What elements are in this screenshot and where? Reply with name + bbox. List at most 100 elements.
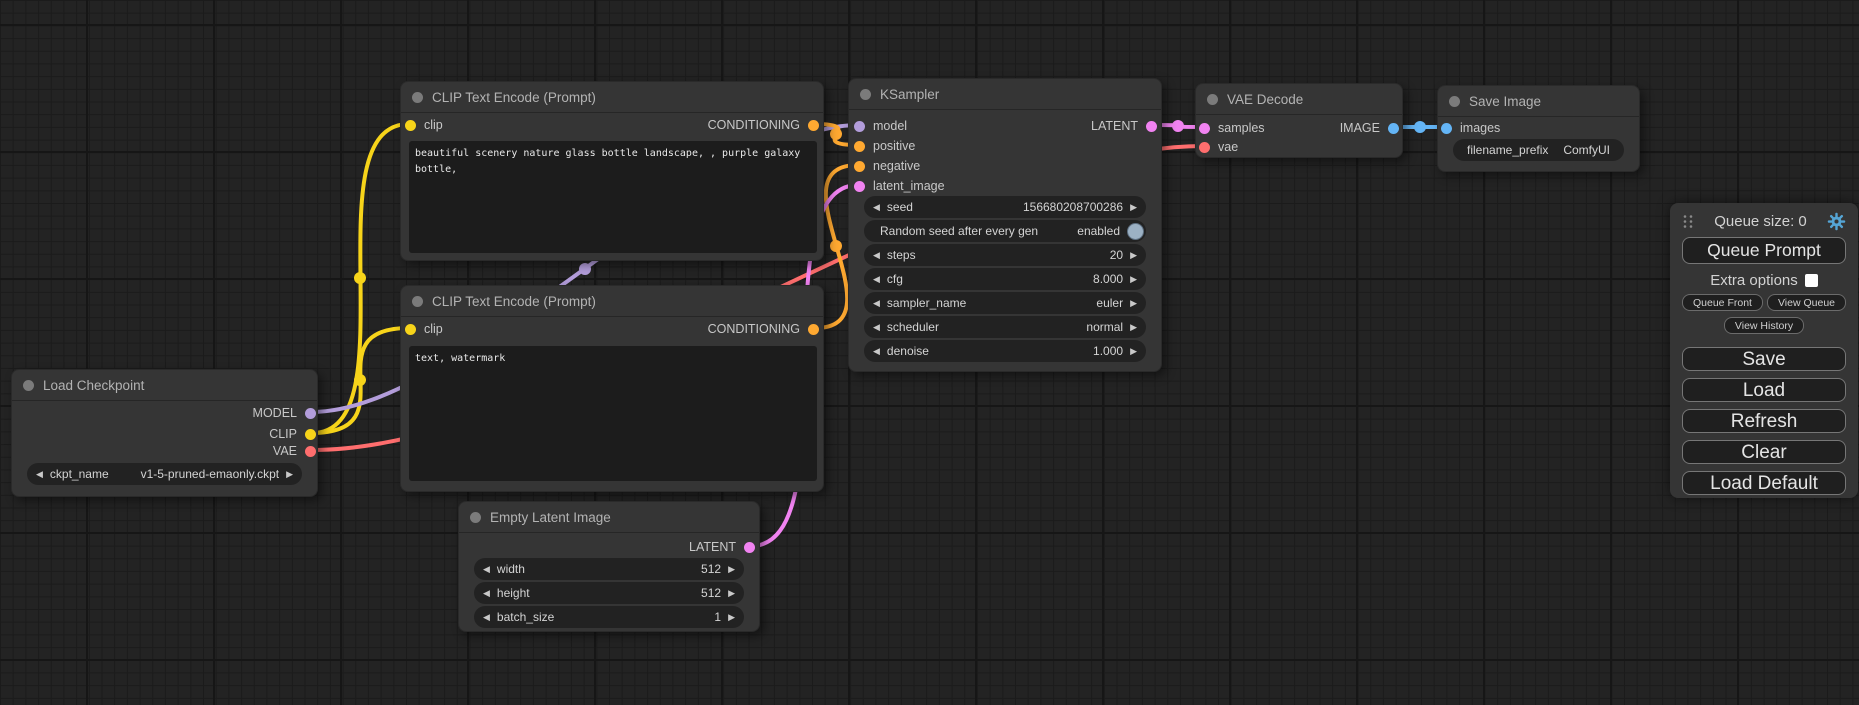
view-history-button[interactable]: View History bbox=[1723, 317, 1805, 334]
node-title-bar[interactable]: VAE Decode bbox=[1196, 84, 1402, 115]
load-default-button[interactable]: Load Default bbox=[1682, 471, 1846, 495]
combo-right-arrow-icon[interactable]: ▶ bbox=[286, 468, 293, 479]
output-slot-dot[interactable] bbox=[305, 428, 316, 440]
panel-drag-handle-icon[interactable] bbox=[1682, 214, 1694, 229]
input-port-vae[interactable]: vae bbox=[1199, 139, 1238, 155]
input-slot-dot[interactable] bbox=[854, 120, 865, 132]
combo-right-arrow-icon[interactable]: ▶ bbox=[728, 587, 735, 598]
widget-batch-size[interactable]: ◀ batch_size 1 ▶ bbox=[474, 606, 744, 628]
widget-random-seed-after-every-gen[interactable]: Random seed after every gen enabled bbox=[864, 220, 1146, 242]
combo-left-arrow-icon[interactable]: ◀ bbox=[483, 611, 490, 622]
output-port-MODEL[interactable]: MODEL bbox=[253, 405, 316, 421]
combo-right-arrow-icon[interactable]: ▶ bbox=[1130, 345, 1137, 356]
node-save-image[interactable]: Save Image images filename_prefix ComfyUI bbox=[1437, 85, 1640, 172]
input-slot-dot[interactable] bbox=[854, 140, 865, 152]
output-slot-dot[interactable] bbox=[1146, 120, 1157, 132]
output-port-CONDITIONING[interactable]: CONDITIONING bbox=[708, 117, 819, 133]
prompt-textarea[interactable]: text, watermark bbox=[409, 346, 817, 481]
combo-left-arrow-icon[interactable]: ◀ bbox=[873, 321, 880, 332]
combo-left-arrow-icon[interactable]: ◀ bbox=[873, 345, 880, 356]
widget-denoise[interactable]: ◀ denoise 1.000 ▶ bbox=[864, 340, 1146, 362]
node-load-checkpoint[interactable]: Load Checkpoint MODEL CLIP VAE ◀ ckpt_name v1-… bbox=[11, 369, 318, 497]
input-slot-dot[interactable] bbox=[1441, 122, 1452, 134]
node-empty-latent-image[interactable]: Empty Latent Image LATENT ◀ width 512 ▶ ◀ heigh… bbox=[458, 501, 760, 632]
input-slot-dot[interactable] bbox=[1199, 141, 1210, 153]
input-slot-dot[interactable] bbox=[1199, 122, 1210, 134]
node-ksampler[interactable]: KSampler model positive negative latent_imag… bbox=[848, 78, 1162, 372]
node-title-bar[interactable]: Empty Latent Image bbox=[459, 502, 759, 533]
input-port-samples[interactable]: samples bbox=[1199, 120, 1265, 136]
combo-right-arrow-icon[interactable]: ▶ bbox=[1130, 249, 1137, 260]
input-slot-dot[interactable] bbox=[405, 119, 416, 131]
collapse-dot-icon[interactable] bbox=[412, 295, 423, 307]
settings-gear-icon[interactable] bbox=[1827, 212, 1846, 231]
input-slot-dot[interactable] bbox=[854, 160, 865, 172]
combo-right-arrow-icon[interactable]: ▶ bbox=[728, 563, 735, 574]
view-queue-button[interactable]: View Queue bbox=[1766, 294, 1846, 311]
widget-ckpt-name[interactable]: ◀ ckpt_name v1-5-pruned-emaonly.ckpt ▶ bbox=[27, 463, 302, 485]
refresh-button[interactable]: Refresh bbox=[1682, 409, 1846, 433]
combo-right-arrow-icon[interactable]: ▶ bbox=[1130, 297, 1137, 308]
collapse-dot-icon[interactable] bbox=[412, 91, 423, 103]
load-button[interactable]: Load bbox=[1682, 378, 1846, 402]
combo-right-arrow-icon[interactable]: ▶ bbox=[1130, 273, 1137, 284]
combo-right-arrow-icon[interactable]: ▶ bbox=[1130, 201, 1137, 212]
widget-steps[interactable]: ◀ steps 20 ▶ bbox=[864, 244, 1146, 266]
combo-left-arrow-icon[interactable]: ◀ bbox=[873, 201, 880, 212]
output-slot-dot[interactable] bbox=[744, 541, 755, 553]
collapse-dot-icon[interactable] bbox=[1449, 95, 1460, 107]
queue-front-button[interactable]: Queue Front bbox=[1682, 294, 1763, 311]
node-clip-text-encode-positive[interactable]: CLIP Text Encode (Prompt) clip CONDITIONIN… bbox=[400, 81, 824, 261]
collapse-dot-icon[interactable] bbox=[1207, 93, 1218, 105]
prompt-textarea[interactable]: beautiful scenery nature glass bottle la… bbox=[409, 141, 817, 253]
node-title-bar[interactable]: KSampler bbox=[849, 79, 1161, 110]
input-port-clip[interactable]: clip bbox=[405, 117, 443, 133]
output-slot-dot[interactable] bbox=[808, 323, 819, 335]
widget-cfg[interactable]: ◀ cfg 8.000 ▶ bbox=[864, 268, 1146, 290]
output-port-VAE[interactable]: VAE bbox=[273, 443, 316, 459]
combo-right-arrow-icon[interactable]: ▶ bbox=[1130, 321, 1137, 332]
combo-left-arrow-icon[interactable]: ◀ bbox=[483, 563, 490, 574]
node-title-bar[interactable]: CLIP Text Encode (Prompt) bbox=[401, 286, 823, 317]
output-port-LATENT[interactable]: LATENT bbox=[1091, 118, 1157, 134]
output-port-CLIP[interactable]: CLIP bbox=[269, 426, 316, 442]
collapse-dot-icon[interactable] bbox=[860, 88, 871, 100]
extra-options-checkbox[interactable] bbox=[1804, 273, 1818, 287]
output-port-IMAGE[interactable]: IMAGE bbox=[1340, 120, 1399, 136]
combo-left-arrow-icon[interactable]: ◀ bbox=[483, 587, 490, 598]
input-slot-dot[interactable] bbox=[405, 323, 416, 335]
output-slot-dot[interactable] bbox=[305, 407, 316, 419]
clear-button[interactable]: Clear bbox=[1682, 440, 1846, 464]
combo-left-arrow-icon[interactable]: ◀ bbox=[873, 273, 880, 284]
widget-seed[interactable]: ◀ seed 156680208700286 ▶ bbox=[864, 196, 1146, 218]
input-port-images[interactable]: images bbox=[1441, 120, 1500, 136]
widget-scheduler[interactable]: ◀ scheduler normal ▶ bbox=[864, 316, 1146, 338]
combo-left-arrow-icon[interactable]: ◀ bbox=[36, 468, 43, 479]
output-port-CONDITIONING[interactable]: CONDITIONING bbox=[708, 321, 819, 337]
collapse-dot-icon[interactable] bbox=[470, 511, 481, 523]
node-vae-decode[interactable]: VAE Decode samples vae IMAGE bbox=[1195, 83, 1403, 158]
output-slot-dot[interactable] bbox=[808, 119, 819, 131]
output-port-LATENT[interactable]: LATENT bbox=[689, 539, 755, 555]
queue-prompt-button[interactable]: Queue Prompt bbox=[1682, 237, 1846, 264]
node-title-bar[interactable]: CLIP Text Encode (Prompt) bbox=[401, 82, 823, 113]
combo-right-arrow-icon[interactable]: ▶ bbox=[728, 611, 735, 622]
node-title-bar[interactable]: Save Image bbox=[1438, 86, 1639, 117]
toggle-knob-icon[interactable] bbox=[1127, 222, 1144, 240]
widget-width[interactable]: ◀ width 512 ▶ bbox=[474, 558, 744, 580]
node-title-bar[interactable]: Load Checkpoint bbox=[12, 370, 317, 401]
widget-filename-prefix[interactable]: filename_prefix ComfyUI bbox=[1453, 139, 1624, 161]
node-clip-text-encode-negative[interactable]: CLIP Text Encode (Prompt) clip CONDITIONIN… bbox=[400, 285, 824, 492]
widget-height[interactable]: ◀ height 512 ▶ bbox=[474, 582, 744, 604]
combo-left-arrow-icon[interactable]: ◀ bbox=[873, 297, 880, 308]
output-slot-dot[interactable] bbox=[1388, 122, 1399, 134]
input-port-latent_image[interactable]: latent_image bbox=[854, 178, 945, 194]
input-port-positive[interactable]: positive bbox=[854, 138, 915, 154]
input-port-negative[interactable]: negative bbox=[854, 158, 920, 174]
combo-left-arrow-icon[interactable]: ◀ bbox=[873, 249, 880, 260]
output-slot-dot[interactable] bbox=[305, 445, 316, 457]
collapse-dot-icon[interactable] bbox=[23, 379, 34, 391]
input-port-clip[interactable]: clip bbox=[405, 321, 443, 337]
input-slot-dot[interactable] bbox=[854, 180, 865, 192]
